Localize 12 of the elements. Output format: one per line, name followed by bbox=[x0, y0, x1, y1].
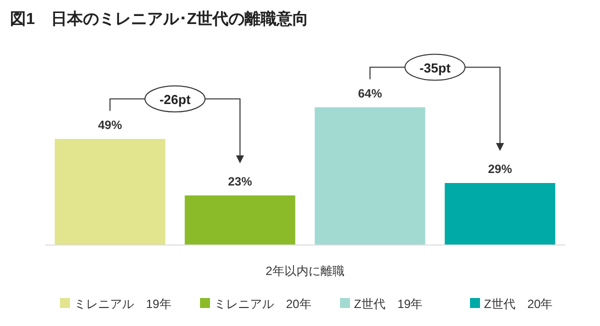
text: 29% bbox=[488, 162, 512, 176]
legend-label: ミレニアル 20年 bbox=[214, 297, 312, 311]
chart-title: 図1 日本のミレニアル･Z世代の離職意向 bbox=[10, 10, 309, 28]
x-axis-title: 2年以内に離職 bbox=[266, 264, 344, 278]
text: 23% bbox=[228, 174, 252, 188]
text: -26pt bbox=[159, 92, 192, 107]
text: 49% bbox=[98, 118, 122, 132]
legend-label: Z世代 19年 bbox=[354, 297, 423, 311]
text: 64% bbox=[358, 86, 382, 100]
legend-label: ミレニアル 19年 bbox=[74, 297, 172, 311]
text: -35pt bbox=[419, 60, 452, 76]
legend-label: Z世代 20年 bbox=[484, 297, 553, 311]
